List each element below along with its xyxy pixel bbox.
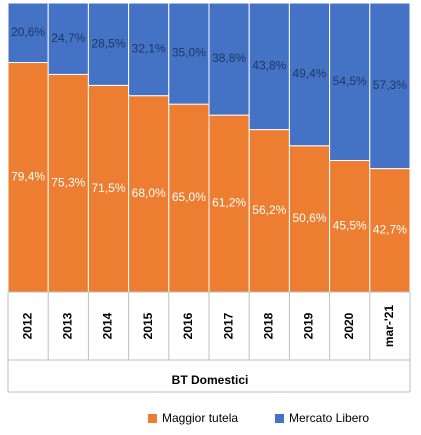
bar-segment <box>168 2 210 105</box>
bar-segment <box>128 2 170 97</box>
bar-segment <box>369 168 411 293</box>
bar-segment <box>248 2 290 131</box>
data-label: 79,4% <box>11 169 45 183</box>
legend-label: Maggior tutela <box>162 411 238 425</box>
x-tick-label: 2017 <box>221 312 235 339</box>
legend-swatch <box>148 414 157 423</box>
x-tick-label: 2015 <box>141 312 155 339</box>
data-label: 38,8% <box>212 51 246 65</box>
data-label: 75,3% <box>51 175 85 189</box>
data-label: 50,6% <box>292 211 326 225</box>
data-label: 54,5% <box>333 74 367 88</box>
x-tick-label: 2014 <box>101 312 115 339</box>
data-label: 43,8% <box>252 58 286 72</box>
data-label: 24,7% <box>51 31 85 45</box>
data-label: 57,3% <box>373 78 407 92</box>
data-label: 42,7% <box>373 222 407 236</box>
x-tick-label: 2019 <box>302 312 316 339</box>
data-label: 56,2% <box>252 203 286 217</box>
data-label: 32,1% <box>132 42 166 56</box>
x-tick-label: 2018 <box>261 312 275 339</box>
data-label: 35,0% <box>172 46 206 60</box>
legend-swatch <box>275 414 284 423</box>
x-tick-label: 2016 <box>181 312 195 339</box>
data-label: 61,2% <box>212 196 246 210</box>
data-label: 71,5% <box>91 181 125 195</box>
bar-segment <box>208 2 250 116</box>
bar-segment <box>329 2 371 162</box>
bar-segment <box>288 2 331 147</box>
bar-segment <box>369 2 411 170</box>
bar-segment <box>329 160 371 293</box>
bar-segment <box>87 2 130 86</box>
data-label: 28,5% <box>91 36 125 50</box>
x-tick-label: 2013 <box>60 312 74 339</box>
legend-label: Mercato Libero <box>289 411 369 425</box>
bar-segment <box>7 2 49 64</box>
bar-segment <box>7 62 49 293</box>
data-label: 65,0% <box>172 190 206 204</box>
data-label: 68,0% <box>132 186 166 200</box>
data-label: 20,6% <box>11 25 45 39</box>
data-label: 45,5% <box>333 218 367 232</box>
x-tick-label: mar-'21 <box>382 305 396 348</box>
x-tick-label: 2020 <box>342 312 356 339</box>
x-axis-title: BT Domestici <box>172 373 249 387</box>
x-tick-label: 2012 <box>20 312 34 339</box>
data-label: 49,4% <box>292 67 326 81</box>
